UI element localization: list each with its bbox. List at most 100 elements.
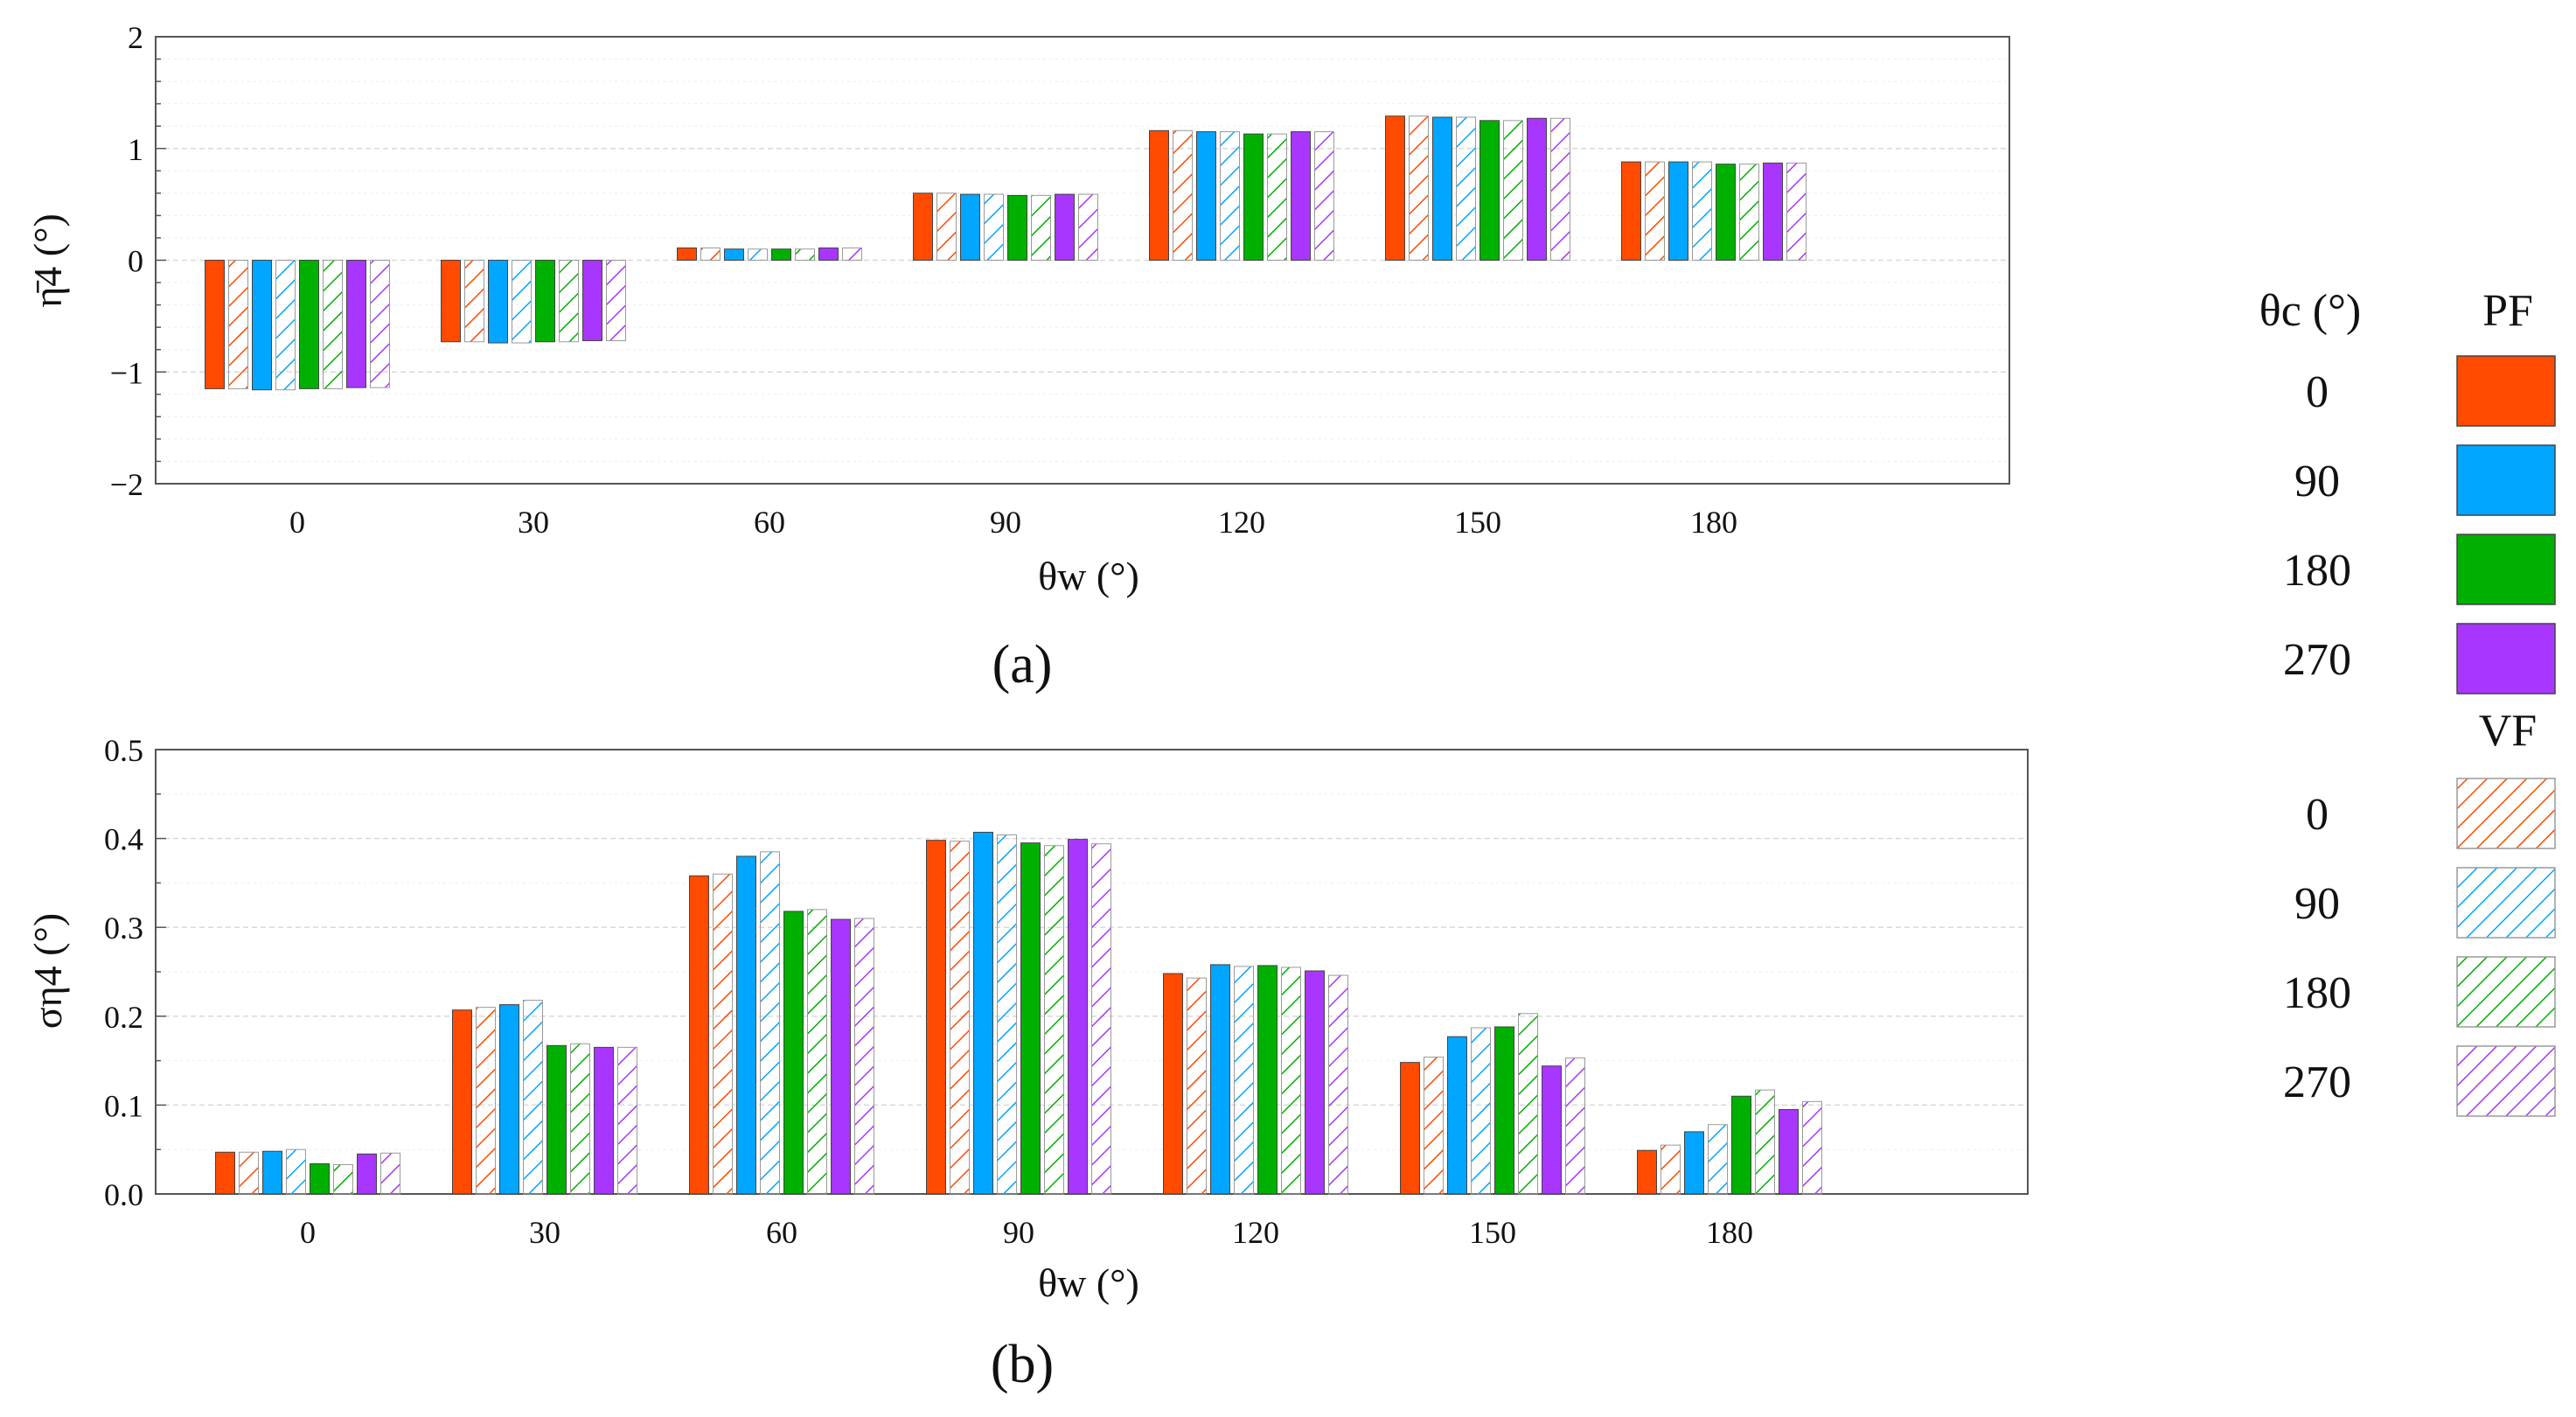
bar-vf-270 — [1786, 162, 1807, 261]
legend-vf-label: 90 — [2294, 879, 2340, 929]
bar-vf-270 — [842, 247, 862, 262]
panel-a-x-tick-label: 30 — [518, 505, 549, 540]
bar-pf-180 — [310, 1162, 330, 1195]
panel-b-x-tick-label: 30 — [529, 1215, 560, 1250]
legend-vf-swatch-90 — [2456, 867, 2556, 939]
panel-b: 0.5 0.4 0.3 0.2 0.1 0.0 0 30 60 90 120 150 180 ση4 … — [25, 733, 2029, 1394]
bar-vf-270 — [370, 260, 390, 388]
bar-vf-0 — [239, 1151, 259, 1195]
legend-vf-label: 180 — [2283, 968, 2351, 1018]
panel-b-y-tick-label: 0.0 — [104, 1177, 143, 1212]
bar-vf-0 — [1187, 977, 1207, 1195]
panel-b-x-tick-label: 150 — [1469, 1215, 1516, 1250]
panel-a-x-tick-label: 180 — [1690, 505, 1737, 540]
bar-pf-180 — [1243, 133, 1264, 261]
legend-vf-swatch-0 — [2456, 778, 2556, 849]
bar-pf-0 — [689, 875, 709, 1195]
legend-vf-swatch-270 — [2456, 1045, 2556, 1117]
panel-a-x-axis-title: θw (°) — [1038, 554, 1139, 598]
bar-vf-180 — [795, 248, 815, 262]
bar-pf-0 — [215, 1151, 235, 1195]
bar-vf-90 — [1692, 161, 1712, 261]
bar-vf-0 — [464, 260, 484, 343]
legend-theta-c-header: θc (°) — [2259, 286, 2361, 336]
bar-vf-270 — [1565, 1058, 1585, 1195]
bar-vf-270 — [1314, 131, 1334, 261]
legend-pf-swatch-0 — [2456, 355, 2556, 427]
bar-vf-0 — [476, 1007, 496, 1195]
legend-pf-label: 270 — [2283, 635, 2351, 685]
bar-pf-270 — [1763, 162, 1783, 261]
bar-vf-180 — [1503, 120, 1523, 261]
panel-b-y-tick-label: 0.5 — [104, 733, 143, 768]
panel-a-label: (a) — [992, 635, 1053, 695]
bar-pf-90 — [724, 248, 744, 262]
bar-pf-0 — [913, 192, 933, 262]
panel-a-frame — [155, 36, 2010, 485]
bar-pf-180 — [547, 1044, 567, 1195]
panel-b-y-tick-label: 0.4 — [104, 822, 143, 857]
bar-pf-0 — [1385, 115, 1405, 261]
bar-vf-0 — [936, 192, 957, 262]
panel-b-x-axis-title: θw (°) — [1038, 1260, 1139, 1305]
bar-pf-90 — [1668, 161, 1688, 261]
bar-pf-0 — [1400, 1062, 1420, 1195]
panel-a-y-tick-label: 1 — [128, 132, 143, 167]
bar-pf-180 — [299, 260, 319, 389]
bar-pf-270 — [1068, 839, 1088, 1195]
bar-vf-180 — [807, 909, 827, 1195]
bar-pf-90 — [1196, 131, 1216, 261]
panel-a-x-tick-label: 0 — [289, 505, 305, 540]
bar-vf-90 — [984, 193, 1004, 261]
bar-pf-270 — [346, 260, 366, 388]
panel-a-y-tick-label: 0 — [128, 244, 143, 279]
bar-vf-0 — [1660, 1144, 1681, 1195]
panel-a-x-tick-label: 150 — [1454, 505, 1501, 540]
bar-pf-180 — [1257, 965, 1278, 1195]
bar-pf-0 — [452, 1009, 472, 1195]
bar-vf-0 — [1173, 129, 1193, 261]
bar-pf-90 — [499, 1004, 519, 1195]
bar-pf-270 — [1542, 1065, 1562, 1195]
bar-pf-180 — [1007, 194, 1027, 261]
legend-pf-swatch-90 — [2456, 444, 2556, 516]
panel-a-x-tick-label: 90 — [990, 505, 1021, 540]
bar-pf-270 — [1305, 970, 1325, 1195]
bar-vf-0 — [1645, 161, 1665, 261]
bar-pf-180 — [783, 911, 804, 1195]
panel-a-x-tick-label: 60 — [754, 505, 785, 540]
bar-pf-0 — [926, 840, 946, 1195]
bar-pf-0 — [677, 247, 697, 262]
panel-b-y-ticks: 0.5 0.4 0.3 0.2 0.1 0.0 — [104, 733, 143, 1212]
bar-vf-270 — [606, 260, 626, 341]
bar-pf-270 — [1527, 117, 1547, 261]
bar-pf-180 — [1479, 120, 1500, 261]
bar-pf-90 — [262, 1150, 282, 1195]
panel-b-x-tick-label: 0 — [300, 1215, 316, 1250]
panel-a-y-tick-label: 2 — [128, 20, 143, 55]
panel-b-label: (b) — [991, 1335, 1054, 1394]
bar-pf-90 — [1432, 116, 1452, 261]
bar-pf-180 — [771, 248, 791, 262]
bar-vf-180 — [1044, 845, 1064, 1195]
bar-vf-90 — [760, 851, 780, 1195]
bar-pf-270 — [818, 247, 839, 262]
bar-vf-0 — [228, 260, 248, 389]
panel-b-x-tick-label: 120 — [1232, 1215, 1279, 1250]
legend-vf-label: 0 — [2306, 790, 2329, 840]
bar-vf-270 — [617, 1046, 637, 1195]
bar-vf-90 — [1456, 116, 1476, 261]
panel-b-y-tick-label: 0.2 — [104, 1000, 143, 1035]
bar-vf-0 — [713, 873, 733, 1195]
bar-pf-90 — [1210, 964, 1230, 1195]
bar-pf-270 — [1055, 193, 1075, 261]
legend-vf-label: 270 — [2283, 1058, 2351, 1107]
bar-vf-90 — [523, 1000, 543, 1195]
bar-pf-90 — [488, 260, 508, 344]
legend-vf-title: VF — [2479, 706, 2537, 756]
bar-pf-90 — [736, 855, 756, 1195]
bar-pf-270 — [1779, 1108, 1799, 1195]
bar-vf-0 — [950, 841, 970, 1195]
